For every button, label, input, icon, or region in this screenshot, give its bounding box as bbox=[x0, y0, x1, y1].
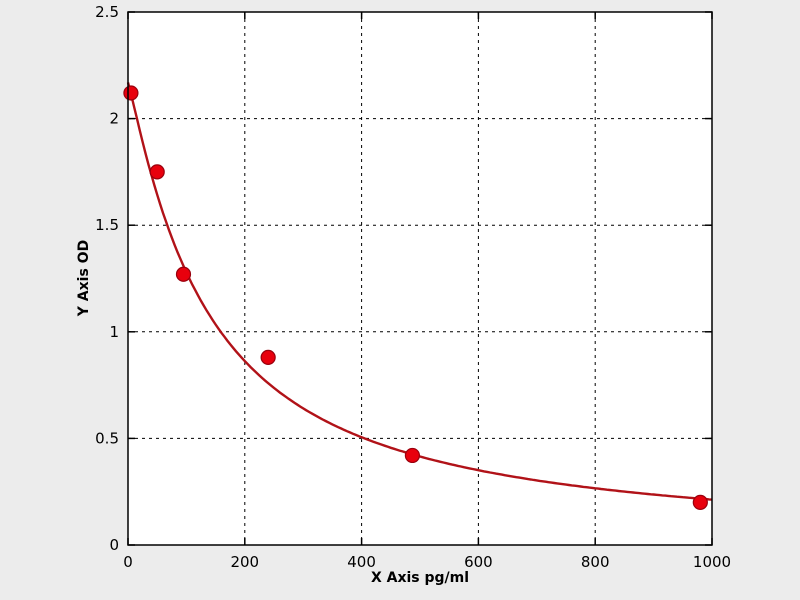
data-point bbox=[692, 494, 708, 510]
data-point bbox=[260, 349, 276, 365]
plot-area bbox=[128, 12, 712, 545]
y-axis-label: Y Axis OD bbox=[76, 239, 92, 317]
data-point bbox=[404, 447, 421, 464]
data-point bbox=[149, 164, 165, 180]
x-tick-label: 200 bbox=[230, 553, 259, 571]
x-axis-label: X Axis pg/ml bbox=[370, 570, 470, 586]
data-point bbox=[175, 266, 192, 282]
x-tick-label: 800 bbox=[581, 553, 610, 571]
fit-curve bbox=[126, 82, 713, 501]
data-point bbox=[123, 85, 139, 101]
x-tick-label: 400 bbox=[347, 553, 376, 571]
y-tick-label: 2.5 bbox=[95, 3, 119, 21]
plot-border bbox=[127, 11, 713, 546]
x-tick-label: 600 bbox=[464, 553, 493, 571]
y-tick-label: 2 bbox=[109, 110, 119, 128]
y-tick-label: 1 bbox=[109, 323, 119, 341]
y-tick-label: 0.5 bbox=[95, 429, 119, 447]
y-tick-label: 1.5 bbox=[95, 216, 119, 234]
x-tick-label: 1000 bbox=[693, 553, 731, 571]
y-tick-label: 0 bbox=[109, 536, 119, 554]
x-tick-label: 0 bbox=[123, 553, 133, 571]
